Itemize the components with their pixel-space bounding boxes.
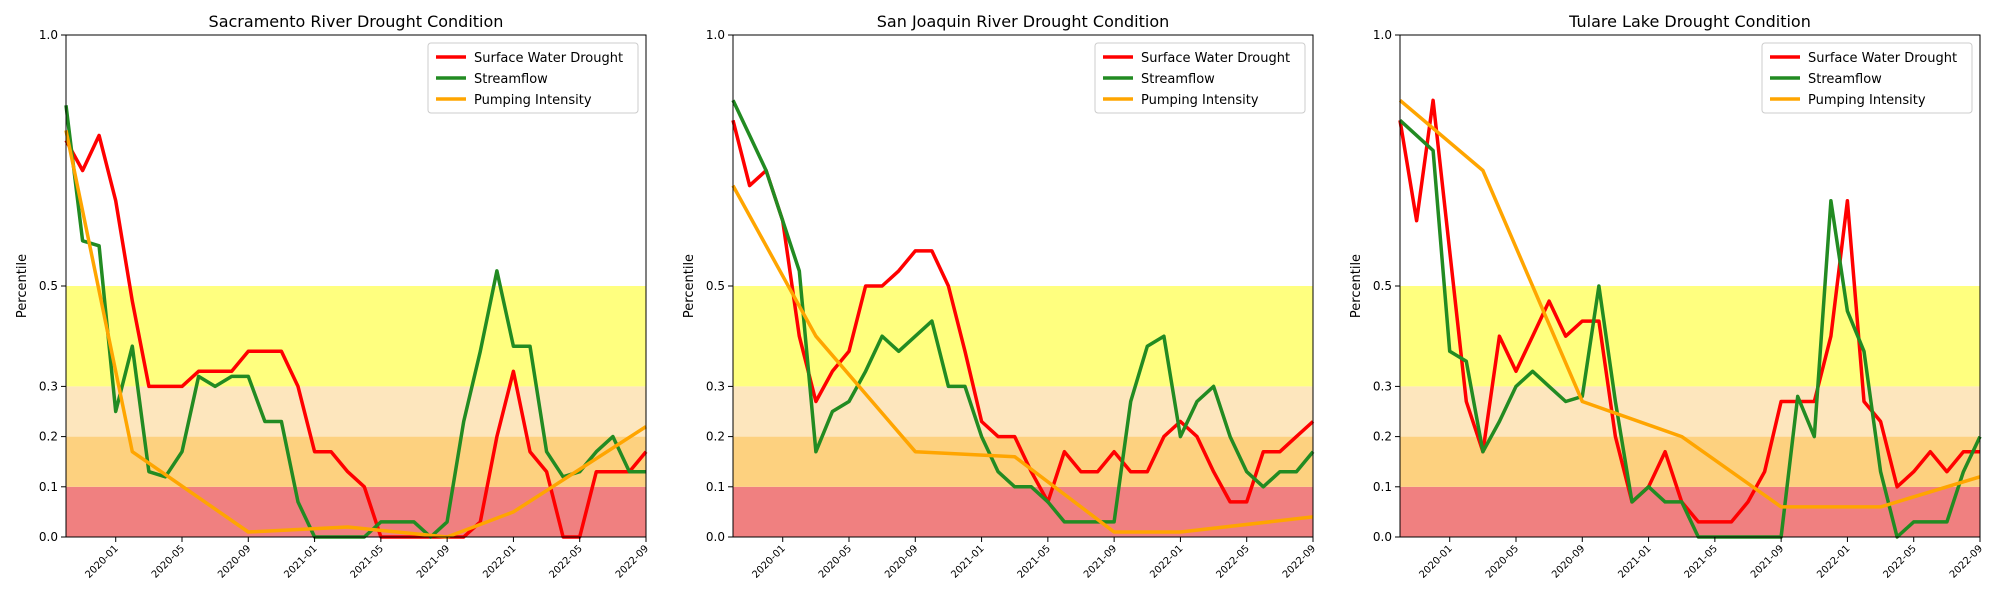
chart-1-ytick-label: 0.5 [39,279,58,293]
chart-2-ytick-label: 0.2 [706,430,725,444]
chart-2-title: San Joaquin River Drought Condition [877,12,1170,31]
chart-1-panel: 0.0 0.1 0.2 0.3 0.5 1.0 2020-01 2020-05 2020-09 2… [15,12,651,581]
chart-2-xtick-label: 2021-09 [1082,543,1119,580]
chart-1-ytick-label: 0.1 [39,480,58,494]
chart-1-xtick-label: 2021-09 [415,543,452,580]
chart-3-band-4 [1400,286,1980,387]
chart-1-ytick-label: 0.3 [39,379,58,393]
chart-3-ytick-label: 0.1 [1373,480,1392,494]
chart-1-xtick-label: 2020-01 [84,543,121,580]
chart-2-xtick-label: 2020-05 [817,543,854,580]
chart-2-xtick-label: 2022-05 [1215,543,1252,580]
chart-3-title: Tulare Lake Drought Condition [1568,12,1811,31]
chart-2-legend: Surface Water Drought Streamflow Pumping I… [1094,42,1306,114]
chart-3-ytick-label: 0.2 [1373,430,1392,444]
chart-3-series-line-1 [1398,98,1980,524]
chart-1-xtick-label: 2020-05 [150,543,187,580]
chart-1-legend-label-3: Pumping Intensity [474,93,592,108]
chart-2-band-4 [733,286,1313,387]
chart-2-xtick-label: 2021-05 [1016,543,1053,580]
chart-2-legend-box [1094,42,1306,114]
chart-2-ytick-label: 0.5 [706,279,725,293]
chart-3-xtick-label: 2020-01 [1418,543,1455,580]
chart-2-legend-label-2: Streamflow [1141,72,1215,87]
chart-3-ytick-label: 0.0 [1373,530,1392,544]
chart-1-series-line-1 [64,133,648,539]
chart-1-xtick-label: 2021-01 [282,543,319,580]
chart-3-ytick-label: 0.5 [1373,279,1392,293]
chart-3-series-line-2 [1398,119,1982,539]
chart-1-ytick-label: 1.0 [39,28,58,42]
chart-1-legend: Surface Water Drought Streamflow Pumping I… [427,42,639,114]
chart-1-xtick-label: 2022-09 [614,543,651,580]
chart-1-title: Sacramento River Drought Condition [209,12,504,31]
chart-3-legend-label-3: Pumping Intensity [1808,93,1926,108]
chart-1-band-3 [66,386,646,437]
chart-2-xtick-label: 2022-01 [1148,543,1185,580]
chart-2-ytick-label: 1.0 [706,28,725,42]
chart-3-ytick-label: 0.3 [1373,379,1392,393]
chart-2-legend-label-3: Pumping Intensity [1141,93,1259,108]
chart-1-legend-label-2: Streamflow [474,72,548,87]
chart-1-series-line-3 [64,130,647,539]
chart-2-series-line-2 [731,99,1315,524]
chart-1-band-4 [66,286,646,387]
chart-1-xtick-label: 2021-05 [349,543,386,580]
chart-3-legend-box [1761,42,1973,114]
chart-2-y-axis-label: Percentile [682,254,697,318]
chart-3-xtick-label: 2020-05 [1484,543,1521,580]
chart-1-xtick-label: 2020-09 [216,543,253,580]
chart-3-xtick-label: 2020-09 [1550,543,1587,580]
chart-3-xtick-label: 2021-09 [1749,543,1786,580]
chart-3-legend: Surface Water Drought Streamflow Pumping I… [1761,42,1973,114]
chart-3-xtick-label: 2021-01 [1616,543,1653,580]
chart-2-xtick-label: 2022-09 [1281,543,1318,580]
chart-2-legend-label-1: Surface Water Drought [1141,51,1290,66]
chart-3-panel: 0.0 0.1 0.2 0.3 0.5 1.0 2020-01 2020-05 2020-09 2… [1349,12,1985,581]
chart-1-legend-label-1: Surface Water Drought [474,51,623,66]
chart-2-ytick-label: 0.0 [706,530,725,544]
chart-1-xtick-label: 2022-01 [481,543,518,580]
chart-3-xtick-label: 2022-09 [1948,543,1985,580]
chart-3-legend-label-2: Streamflow [1808,72,1882,87]
chart-3-legend-label-1: Surface Water Drought [1808,51,1957,66]
chart-2-xtick-label: 2020-09 [883,543,920,580]
chart-1-ytick-label: 0.0 [39,530,58,544]
chart-1-y-axis-label: Percentile [15,254,30,318]
chart-3-xtick-label: 2021-05 [1683,543,1720,580]
chart-3-xtick-label: 2022-05 [1882,543,1919,580]
chart-3-y-axis-label: Percentile [1349,254,1364,318]
chart-2-xtick-label: 2020-01 [751,543,788,580]
chart-1-legend-box [427,42,639,114]
chart-3-series-line-3 [1398,98,1981,509]
chart-2-xtick-label: 2021-01 [949,543,986,580]
chart-2-panel: 0.0 0.1 0.2 0.3 0.5 1.0 2020-01 2020-05 2020-09 2… [682,12,1318,581]
chart-2-ytick-label: 0.1 [706,480,725,494]
chart-2-ytick-label: 0.3 [706,379,725,393]
chart-2-series-line-3 [731,184,1314,534]
chart-3-ytick-label: 1.0 [1373,28,1392,42]
chart-1-xtick-label: 2022-05 [548,543,585,580]
chart-2-series-line-1 [731,119,1315,504]
chart-1-ytick-label: 0.2 [39,430,58,444]
chart-3-xtick-label: 2022-01 [1815,543,1852,580]
